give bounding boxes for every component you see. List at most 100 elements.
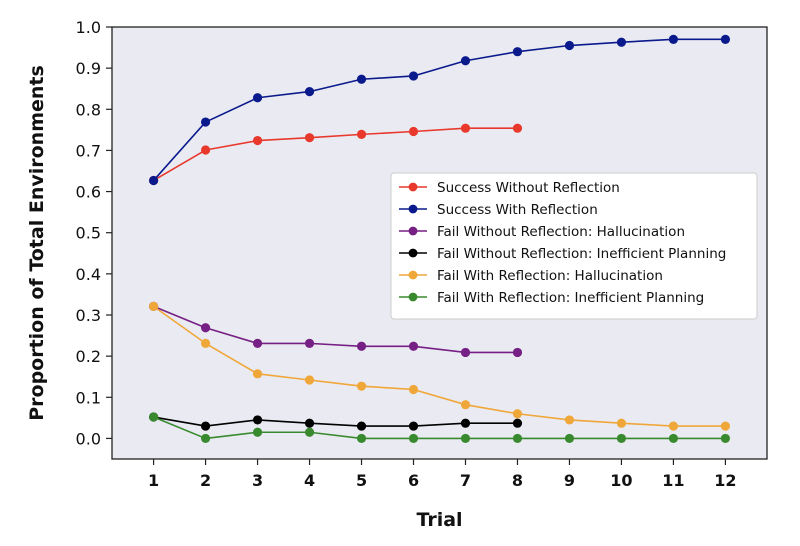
data-point-success-with-reflection xyxy=(148,175,159,186)
data-point-success-with-reflection xyxy=(356,74,367,84)
series-fail-without-reflection-hallucination xyxy=(148,301,523,358)
data-point-fail-with-reflection-hallucination xyxy=(200,338,211,348)
y-tick-label: 0.3 xyxy=(76,306,101,325)
series-success-with-reflection xyxy=(148,34,731,186)
data-point-fail-without-reflection-inefficient-planning xyxy=(356,421,367,431)
y-axis-title: Proportion of Total Environments xyxy=(26,65,48,421)
data-point-fail-with-reflection-inefficient-planning xyxy=(668,433,679,444)
data-point-success-with-reflection xyxy=(408,71,419,81)
x-tick-label: 8 xyxy=(512,471,523,490)
y-tick-label: 0.4 xyxy=(76,265,101,284)
plot-frame xyxy=(111,26,768,460)
data-point-fail-without-reflection-hallucination xyxy=(252,338,263,348)
legend-marker-success-with-reflection xyxy=(408,204,418,214)
data-point-fail-with-reflection-inefficient-planning xyxy=(512,433,523,444)
x-tick-label: 11 xyxy=(662,471,684,490)
data-point-success-with-reflection xyxy=(512,47,523,57)
data-point-success-with-reflection xyxy=(252,93,263,103)
x-tick-label: 4 xyxy=(304,471,315,490)
legend-label-fail-with-reflection-inefficient-planning: Fail With Reflection: Inefficient Planni… xyxy=(437,290,704,306)
legend-item-fail-with-reflection-inefficient-planning: Fail With Reflection: Inefficient Planni… xyxy=(399,290,704,306)
x-tick-label: 5 xyxy=(356,471,367,490)
data-point-fail-with-reflection-inefficient-planning xyxy=(252,427,263,437)
legend: Success Without Reflection Success With R… xyxy=(390,172,758,320)
y-tick-label: 1.0 xyxy=(76,18,101,37)
legend-label-fail-without-reflection-inefficient-planning: Fail Without Reflection: Inefficient Pla… xyxy=(437,246,726,262)
y-tick-label: 0.7 xyxy=(76,141,101,160)
legend-marker-fail-without-reflection-inefficient-planning xyxy=(408,248,418,258)
x-tick-label: 3 xyxy=(252,471,263,490)
data-point-fail-without-reflection-hallucination xyxy=(408,341,419,351)
y-tick-label: 0.8 xyxy=(76,100,101,119)
legend-item-fail-without-reflection-inefficient-planning: Fail Without Reflection: Inefficient Pla… xyxy=(399,246,726,262)
legend-item-fail-without-reflection-hallucination: Fail Without Reflection: Hallucination xyxy=(399,224,685,240)
data-point-fail-with-reflection-hallucination xyxy=(408,384,419,395)
data-point-fail-with-reflection-hallucination xyxy=(564,415,575,425)
data-point-success-with-reflection xyxy=(200,117,211,127)
data-point-fail-without-reflection-hallucination xyxy=(460,347,471,358)
series-line-success-with-reflection xyxy=(152,38,726,181)
data-point-fail-without-reflection-inefficient-planning xyxy=(200,421,211,431)
y-tick-label: 0.5 xyxy=(76,224,101,243)
x-tick-label: 12 xyxy=(714,471,736,490)
data-point-fail-with-reflection-hallucination xyxy=(512,409,523,419)
x-tick-label: 9 xyxy=(564,471,575,490)
series-fail-with-reflection-hallucination xyxy=(148,301,731,431)
data-point-fail-without-reflection-inefficient-planning xyxy=(460,418,471,428)
legend-label-fail-with-reflection-hallucination: Fail With Reflection: Hallucination xyxy=(437,268,663,284)
y-axis: 0.0 0.1 0.2 0.3 0.4 0.5 0.6 0.7 0.8 0.9 1.0 xyxy=(76,18,112,448)
legend-label-fail-without-reflection-hallucination: Fail Without Reflection: Hallucination xyxy=(437,224,685,240)
data-point-fail-with-reflection-hallucination xyxy=(616,418,627,428)
data-point-success-without-reflection xyxy=(460,123,471,133)
data-point-fail-with-reflection-hallucination xyxy=(668,421,679,431)
data-point-fail-with-reflection-hallucination xyxy=(356,381,367,391)
data-point-fail-without-reflection-inefficient-planning xyxy=(512,418,523,428)
data-point-fail-without-reflection-hallucination xyxy=(356,341,367,351)
series-line-fail-without-reflection-hallucination xyxy=(153,305,518,354)
legend-item-success-without-reflection: Success Without Reflection xyxy=(399,180,620,196)
data-point-fail-without-reflection-inefficient-planning xyxy=(408,421,419,431)
data-point-fail-with-reflection-inefficient-planning xyxy=(200,433,211,444)
data-point-fail-with-reflection-inefficient-planning xyxy=(564,433,575,444)
legend-marker-fail-without-reflection-hallucination xyxy=(408,226,418,236)
y-tick-label: 0.1 xyxy=(76,388,101,407)
data-point-success-without-reflection xyxy=(408,126,419,137)
data-point-fail-without-reflection-hallucination xyxy=(200,323,211,333)
series-line-fail-with-reflection-inefficient-planning xyxy=(153,416,726,440)
x-tick-label: 7 xyxy=(460,471,471,490)
y-tick-label: 0.2 xyxy=(76,347,101,366)
data-point-success-with-reflection xyxy=(460,56,471,66)
data-point-fail-with-reflection-inefficient-planning xyxy=(616,433,627,444)
data-point-fail-with-reflection-inefficient-planning xyxy=(148,412,159,422)
legend-label-success-without-reflection: Success Without Reflection xyxy=(437,180,620,196)
y-tick-label: 0.9 xyxy=(76,59,101,78)
data-point-success-with-reflection xyxy=(616,37,627,47)
x-axis: 1 2 3 4 5 6 7 8 9 10 11 12 xyxy=(148,459,737,490)
data-point-success-without-reflection xyxy=(356,129,367,139)
series-line-fail-with-reflection-hallucination xyxy=(153,305,726,427)
data-point-fail-without-reflection-hallucination xyxy=(304,338,315,348)
legend-item-fail-with-reflection-hallucination: Fail With Reflection: Hallucination xyxy=(399,268,663,284)
legend-marker-fail-with-reflection-inefficient-planning xyxy=(408,292,418,302)
data-point-fail-without-reflection-inefficient-planning xyxy=(252,415,263,425)
data-point-fail-with-reflection-inefficient-planning xyxy=(408,433,419,444)
data-point-fail-with-reflection-hallucination xyxy=(304,375,315,385)
y-tick-label: 0.0 xyxy=(76,429,101,448)
series-success-without-reflection xyxy=(148,123,523,186)
data-point-success-with-reflection xyxy=(564,40,575,51)
legend-marker-fail-with-reflection-hallucination xyxy=(408,270,418,280)
series-line-success-without-reflection xyxy=(153,127,518,182)
data-point-fail-with-reflection-hallucination xyxy=(720,421,731,431)
x-tick-label: 2 xyxy=(200,471,211,490)
data-point-fail-with-reflection-hallucination xyxy=(460,400,471,410)
data-point-success-without-reflection xyxy=(252,135,263,146)
legend-marker-success-without-reflection xyxy=(408,182,418,192)
data-point-fail-with-reflection-inefficient-planning xyxy=(304,427,315,437)
data-point-fail-without-reflection-hallucination xyxy=(512,347,523,358)
x-tick-label: 6 xyxy=(408,471,419,490)
data-point-success-without-reflection xyxy=(304,133,315,143)
data-point-success-with-reflection xyxy=(720,34,731,44)
legend-label-success-with-reflection: Success With Reflection xyxy=(437,202,598,218)
